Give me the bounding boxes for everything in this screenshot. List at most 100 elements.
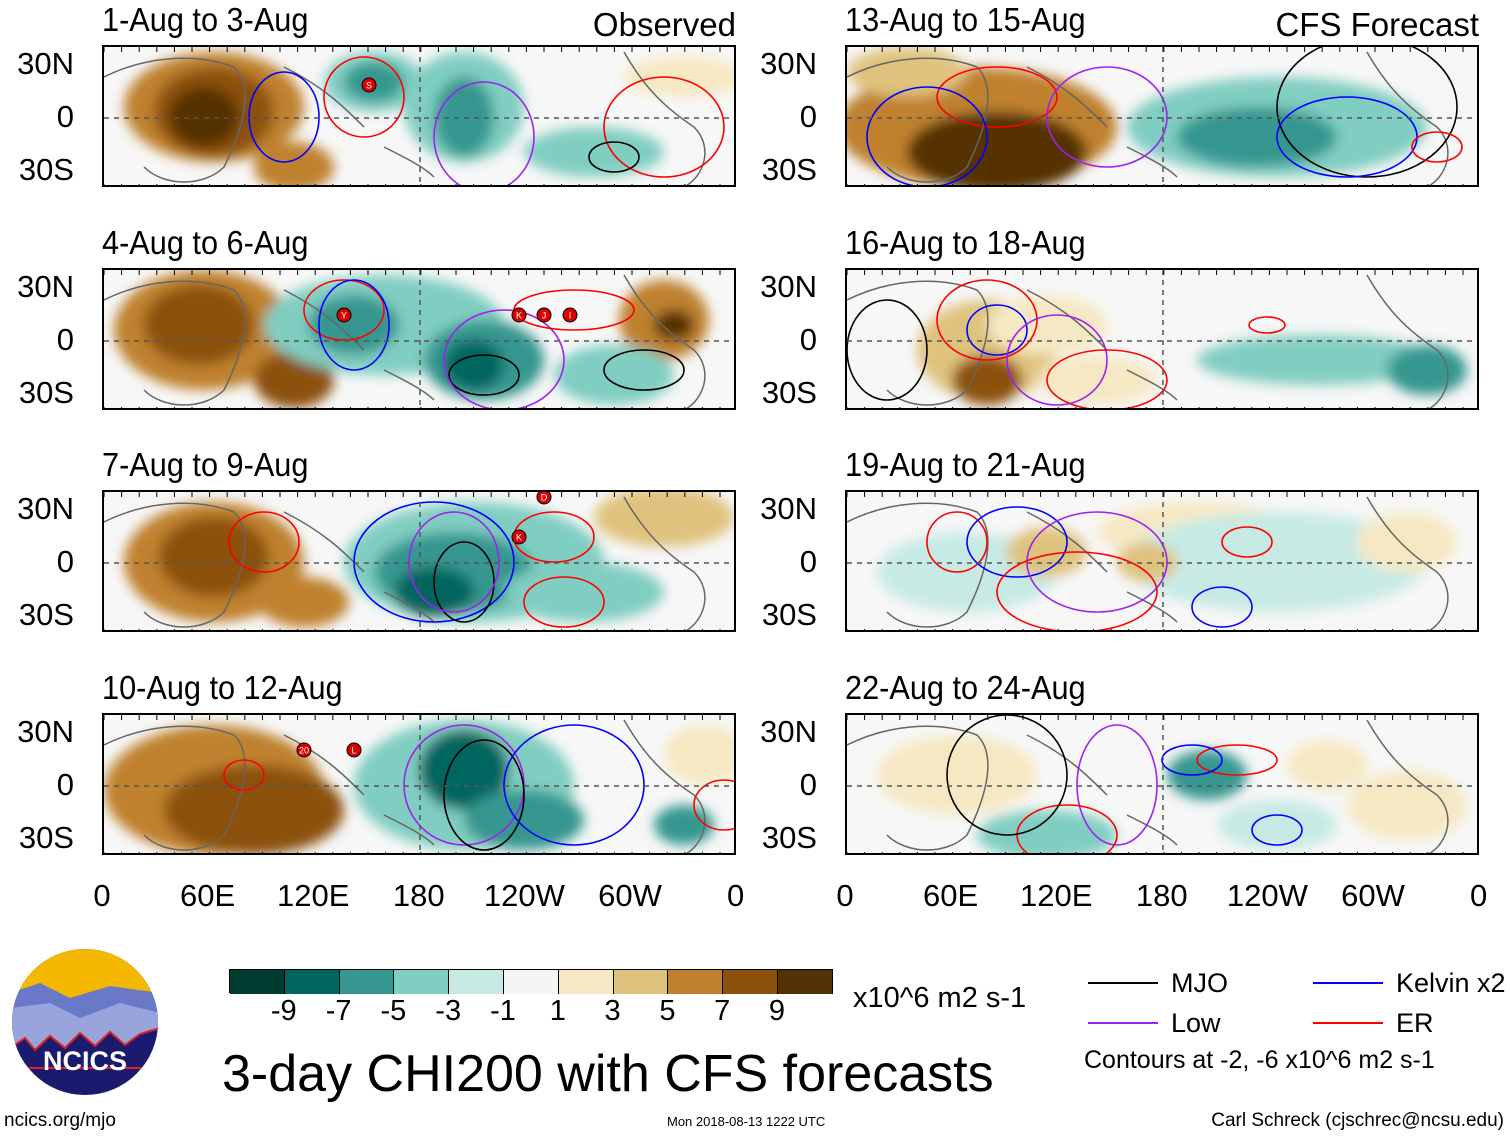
anomaly-region — [1117, 542, 1177, 582]
anomaly-region — [654, 310, 694, 340]
lon-label: 180 — [392, 878, 445, 913]
panel-title: 4-Aug to 6-Aug — [102, 224, 309, 261]
anomaly-region — [664, 725, 734, 785]
anomaly-region — [1037, 355, 1157, 405]
wave-contour — [847, 299, 928, 401]
main-title: 3-day CHI200 with CFS forecasts — [222, 1045, 994, 1103]
panel-title: 10-Aug to 12-Aug — [102, 669, 343, 706]
wave-contour — [1046, 349, 1168, 408]
wave-contour — [936, 66, 1058, 128]
lat-label: 30N — [760, 491, 817, 526]
contour-note: Contours at -2, -6 x10^6 m2 s-1 — [1084, 1046, 1435, 1074]
wave-contour — [303, 279, 385, 341]
anomaly-region — [434, 77, 494, 157]
anomaly-region — [987, 295, 1107, 355]
anomaly-region — [554, 345, 674, 405]
lon-label: 60E — [923, 878, 979, 913]
anomaly-region — [144, 285, 254, 365]
wave-contour — [443, 309, 565, 408]
legend-line-mjo — [1088, 982, 1158, 984]
lat-label: 0 — [56, 544, 74, 579]
coastline — [847, 496, 1449, 630]
anomaly-region — [504, 562, 664, 622]
legend-label: ER — [1396, 1008, 1434, 1038]
colorbar-swatch — [449, 970, 504, 994]
wave-contour — [936, 279, 1038, 361]
lon-label: 120W — [483, 878, 565, 913]
legend-line-kelvin — [1313, 982, 1383, 984]
panel-source-label: CFS Forecast — [1275, 6, 1479, 43]
colorbar-swatch — [230, 970, 285, 994]
anomaly-region — [419, 730, 509, 810]
wave-contour — [318, 279, 390, 371]
panel-title: 16-Aug to 18-Aug — [845, 224, 1086, 261]
wave-contour — [408, 511, 500, 613]
colorbar-swatch — [723, 970, 778, 994]
anomaly-region — [169, 87, 239, 147]
wave-contour — [996, 551, 1158, 630]
lon-label: 60W — [1341, 878, 1405, 913]
lat-label: 0 — [799, 767, 817, 802]
wave-contour — [1251, 814, 1303, 846]
colorbar — [229, 969, 833, 994]
map-panel — [845, 490, 1479, 632]
wave-contour — [966, 304, 1028, 356]
footer-url[interactable]: ncics.org/mjo — [4, 1110, 116, 1131]
storm-label: 20 — [299, 746, 309, 756]
lat-label: 30S — [18, 820, 74, 855]
colorbar-label: 1 — [549, 995, 566, 1027]
wave-contour — [323, 56, 405, 138]
anomaly-region — [309, 295, 399, 355]
legend-line-er — [1313, 1022, 1383, 1024]
anomaly-region — [1357, 512, 1457, 572]
wave-contour — [866, 86, 988, 185]
colorbar-swatch — [504, 970, 559, 994]
wave-contour — [926, 511, 988, 573]
footer-author: Carl Schreck (cjschrec@ncsu.edu) — [1211, 1110, 1504, 1131]
lat-label: 30N — [760, 269, 817, 304]
lon-label: 60E — [180, 878, 236, 913]
colorbar-label: 3 — [604, 995, 621, 1027]
anomaly-region — [164, 765, 344, 853]
anomaly-region — [877, 735, 1037, 815]
wave-contour — [1161, 744, 1223, 776]
wave-contour — [503, 724, 645, 846]
lat-label: 0 — [799, 99, 817, 134]
lat-label: 0 — [56, 99, 74, 134]
storm-marker — [511, 529, 527, 545]
colorbar-swatch — [668, 970, 724, 994]
colorbar-label: -1 — [490, 995, 516, 1027]
lat-label: 30N — [17, 269, 74, 304]
anomaly-region — [254, 142, 334, 185]
wave-contour — [228, 511, 300, 573]
coastline — [104, 719, 706, 853]
anomaly-region — [1177, 107, 1337, 167]
panel-title: 19-Aug to 21-Aug — [845, 446, 1086, 483]
lat-label: 30S — [18, 375, 74, 410]
wave-contour — [1276, 47, 1458, 178]
footer-timestamp: Mon 2018-08-13 1222 UTC — [667, 1114, 826, 1129]
lat-label: 0 — [56, 322, 74, 357]
anomaly-region — [907, 112, 1087, 185]
lat-label: 0 — [56, 767, 74, 802]
lon-label: 0 — [726, 878, 745, 913]
anomaly-region — [847, 47, 967, 97]
wave-contour — [603, 76, 725, 178]
lon-label: 60W — [598, 878, 662, 913]
anomaly-region — [159, 517, 269, 597]
wave-contour — [433, 541, 495, 623]
storm-label: Y — [341, 311, 347, 321]
anomaly-region — [624, 57, 734, 97]
lon-label: 0 — [836, 878, 854, 913]
wave-contour — [353, 501, 515, 623]
colorbar-label: 9 — [768, 995, 786, 1027]
wave-contour — [1026, 511, 1168, 613]
map-panel — [845, 713, 1479, 855]
panel-source-label: Observed — [592, 6, 736, 43]
wave-contour — [1016, 804, 1118, 853]
wave-contour — [1248, 316, 1286, 334]
colorbar-label: -3 — [435, 995, 462, 1027]
anomaly-region — [977, 810, 1117, 853]
map-panel — [845, 268, 1479, 410]
